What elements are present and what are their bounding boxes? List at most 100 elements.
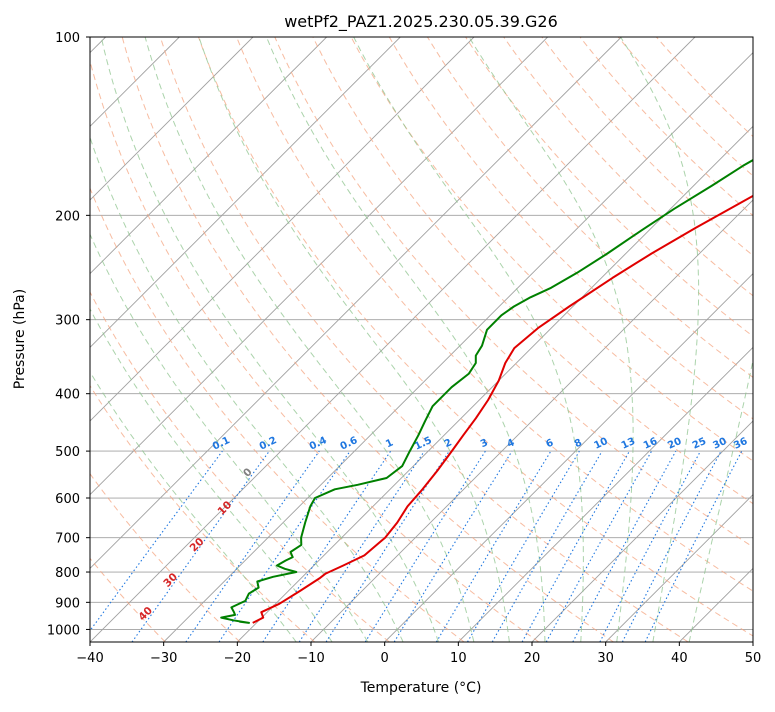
isotherm-line <box>90 37 548 496</box>
moist-adiabat-line <box>90 233 369 642</box>
dry-adiabat-line <box>503 37 753 297</box>
x-tick-label: −20 <box>224 651 251 666</box>
grid-lines <box>90 37 753 642</box>
mixing-ratio-label: 8 <box>573 437 584 450</box>
mixing-ratio-line <box>262 450 392 642</box>
isotherm-line <box>90 37 401 348</box>
y-tick-label: 200 <box>55 209 80 224</box>
moist-adiabat-line <box>198 37 510 642</box>
dry-adiabat-line <box>426 37 753 378</box>
y-tick-label: 300 <box>55 314 80 329</box>
moist-adiabat-line <box>90 135 404 642</box>
mixing-ratio-line <box>545 450 653 642</box>
moist-adiabat-line <box>90 308 333 642</box>
mixing-ratio-label: 13 <box>620 436 637 452</box>
x-tick-label: 10 <box>450 651 467 666</box>
mixing-ratio-label: 25 <box>691 436 708 452</box>
isotherm-line <box>531 420 753 642</box>
profile-series <box>220 158 753 624</box>
dry-adiabat-line <box>388 37 753 420</box>
mixing-ratio-line <box>185 450 320 642</box>
isotherm-line <box>90 37 475 422</box>
mixing-ratio-line <box>131 450 270 642</box>
mixing-ratio-label: 4 <box>506 437 517 450</box>
mixing-ratio-label: 6 <box>544 437 555 450</box>
mixing-ratio-label: 30 <box>711 436 728 452</box>
dewpoint-profile-line <box>220 158 753 624</box>
isotherm-line <box>90 37 696 642</box>
x-tick-label: 40 <box>671 651 688 666</box>
isotherm-line <box>310 199 753 642</box>
moist-adiabat-line <box>266 37 546 642</box>
y-tick-label: 700 <box>55 532 80 547</box>
moist-adiabat-line <box>353 37 584 642</box>
y-axis-label: Pressure (hPa) <box>12 289 28 389</box>
dry-adiabat-line <box>121 37 614 642</box>
y-tick-label: 1000 <box>47 623 80 638</box>
x-tick-label: −10 <box>297 651 324 666</box>
x-tick-label: −30 <box>150 651 177 666</box>
isotherm-line <box>384 273 753 642</box>
isotherm-line <box>90 37 327 275</box>
y-tick-label: 500 <box>55 445 80 460</box>
mixing-ratio-line <box>393 450 513 642</box>
x-tick-label: 20 <box>524 651 541 666</box>
mixing-ratio-label: 16 <box>642 436 659 452</box>
mixing-ratio-label: 3 <box>479 437 490 450</box>
isotherm-line <box>90 37 622 569</box>
dry-adiabat-line <box>198 37 753 637</box>
moist-adiabat-line <box>100 37 439 642</box>
dry-adiabat-line <box>236 37 753 592</box>
dry-adiabats <box>90 37 753 642</box>
moist-adiabat-line <box>90 370 297 642</box>
mixing-ratio-label: 36 <box>732 436 749 452</box>
y-tick-label: 900 <box>55 596 80 611</box>
mixing-ratio-lines <box>90 450 743 642</box>
isotherm-line <box>163 52 753 642</box>
x-tick-label: 0 <box>381 651 389 666</box>
dry-adiabat-line <box>90 186 465 642</box>
chart-title: wetPf2_PAZ1.2025.230.05.39.G26 <box>284 12 558 32</box>
isotherm-line <box>458 346 753 642</box>
y-tick-label: 600 <box>55 492 80 507</box>
dry-adiabat-line <box>312 37 753 505</box>
dry-adiabat-line <box>90 59 540 642</box>
mixing-ratio-label: 1 <box>384 437 395 450</box>
x-tick-label: 50 <box>745 651 762 666</box>
moist-adiabat-line <box>144 37 475 642</box>
y-tick-label: 100 <box>55 31 80 46</box>
mixing-ratio-line <box>218 450 351 642</box>
isotherm-line <box>90 37 254 201</box>
mixing-ratio-label: 20 <box>666 436 683 452</box>
mixing-ratio-line <box>521 450 630 642</box>
mixing-ratio-line <box>644 450 743 642</box>
mixing-ratio-line <box>90 450 223 632</box>
moist-adiabat-line <box>688 358 753 642</box>
y-tick-label: 400 <box>55 388 80 403</box>
dry-adiabat-line <box>159 37 689 642</box>
x-axis-label: Temperature (°C) <box>360 680 482 696</box>
mixing-ratio-line <box>298 450 425 642</box>
x-tick-label: −40 <box>76 651 103 666</box>
dry-adiabat-line <box>617 37 753 177</box>
mixing-ratio-label: 10 <box>592 436 609 452</box>
plot-area: 0.10.20.40.611.52346810131620253036-100-… <box>90 37 753 642</box>
y-tick-label: 800 <box>55 566 80 581</box>
mixing-ratio-line <box>325 450 450 642</box>
x-tick-label: 30 <box>597 651 614 666</box>
plot-frame <box>89 36 754 643</box>
dry-adiabat-line <box>90 291 390 642</box>
x-axis-ticks: −40 −30 −20 −10 0 10 20 30 40 50 <box>76 642 761 666</box>
isotherm-line <box>237 125 753 642</box>
moist-adiabat-line <box>620 37 700 642</box>
dry-adiabat-line <box>90 384 316 642</box>
dry-adiabat-line <box>274 37 753 548</box>
mixing-ratio-label: 2 <box>443 437 454 450</box>
temperature-profile-line <box>252 194 753 624</box>
mixing-ratio-line <box>572 450 677 642</box>
isotherm-line <box>605 494 753 642</box>
y-axis-ticks: 100 200 300 400 500 600 700 800 900 1000 <box>47 31 90 638</box>
